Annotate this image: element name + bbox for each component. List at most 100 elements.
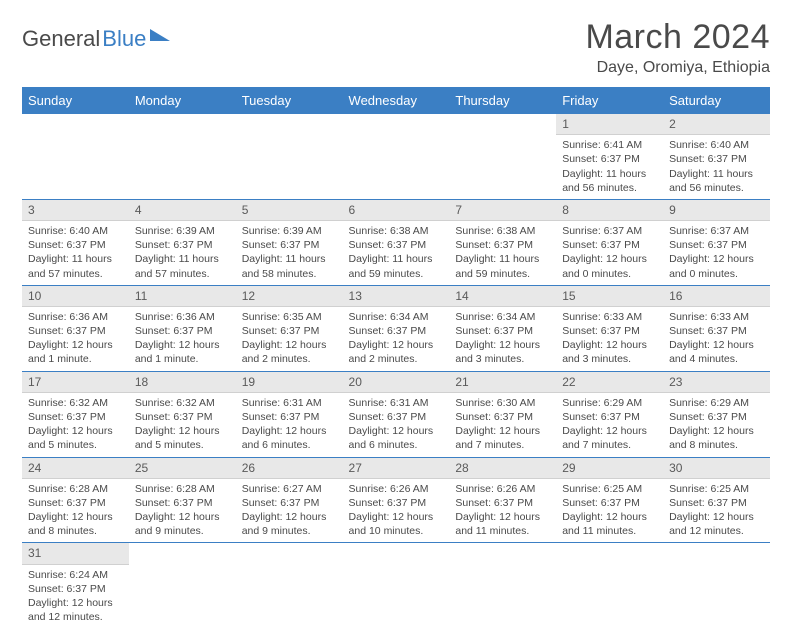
daylight-text: Daylight: 12 hours and 9 minutes. (135, 510, 230, 538)
sunrise-text: Sunrise: 6:29 AM (562, 396, 657, 410)
daylight-text: Daylight: 12 hours and 1 minute. (28, 338, 123, 366)
sunrise-text: Sunrise: 6:24 AM (28, 568, 123, 582)
sunset-text: Sunset: 6:37 PM (669, 410, 764, 424)
sunrise-text: Sunrise: 6:41 AM (562, 138, 657, 152)
daylight-text: Daylight: 11 hours and 57 minutes. (28, 252, 123, 280)
calendar-day-cell: 12Sunrise: 6:35 AMSunset: 6:37 PMDayligh… (236, 285, 343, 371)
day-content: Sunrise: 6:40 AMSunset: 6:37 PMDaylight:… (22, 221, 129, 285)
sunset-text: Sunset: 6:37 PM (669, 496, 764, 510)
sunrise-text: Sunrise: 6:39 AM (135, 224, 230, 238)
daylight-text: Daylight: 12 hours and 7 minutes. (455, 424, 550, 452)
calendar-day-cell: 10Sunrise: 6:36 AMSunset: 6:37 PMDayligh… (22, 285, 129, 371)
calendar-empty-cell (449, 114, 556, 199)
header: GeneralBlue March 2024 Daye, Oromiya, Et… (22, 18, 770, 77)
sunrise-text: Sunrise: 6:31 AM (242, 396, 337, 410)
day-number: 31 (22, 543, 129, 564)
calendar-empty-cell (236, 114, 343, 199)
daylight-text: Daylight: 12 hours and 11 minutes. (455, 510, 550, 538)
daylight-text: Daylight: 12 hours and 2 minutes. (242, 338, 337, 366)
sunset-text: Sunset: 6:37 PM (242, 238, 337, 252)
calendar-table: SundayMondayTuesdayWednesdayThursdayFrid… (22, 87, 770, 628)
weekday-header: Sunday (22, 87, 129, 114)
sunset-text: Sunset: 6:37 PM (455, 324, 550, 338)
day-number: 8 (556, 200, 663, 221)
sunrise-text: Sunrise: 6:38 AM (455, 224, 550, 238)
day-content: Sunrise: 6:32 AMSunset: 6:37 PMDaylight:… (129, 393, 236, 457)
sunrise-text: Sunrise: 6:31 AM (349, 396, 444, 410)
sunset-text: Sunset: 6:37 PM (349, 324, 444, 338)
calendar-day-cell: 3Sunrise: 6:40 AMSunset: 6:37 PMDaylight… (22, 199, 129, 285)
daylight-text: Daylight: 11 hours and 58 minutes. (242, 252, 337, 280)
day-number: 16 (663, 286, 770, 307)
sunset-text: Sunset: 6:37 PM (562, 238, 657, 252)
sunrise-text: Sunrise: 6:40 AM (669, 138, 764, 152)
calendar-day-cell: 28Sunrise: 6:26 AMSunset: 6:37 PMDayligh… (449, 457, 556, 543)
calendar-day-cell: 29Sunrise: 6:25 AMSunset: 6:37 PMDayligh… (556, 457, 663, 543)
daylight-text: Daylight: 12 hours and 5 minutes. (28, 424, 123, 452)
sunset-text: Sunset: 6:37 PM (242, 496, 337, 510)
title-block: March 2024 Daye, Oromiya, Ethiopia (585, 18, 770, 77)
day-content: Sunrise: 6:38 AMSunset: 6:37 PMDaylight:… (343, 221, 450, 285)
day-number: 23 (663, 372, 770, 393)
day-content: Sunrise: 6:38 AMSunset: 6:37 PMDaylight:… (449, 221, 556, 285)
day-number: 12 (236, 286, 343, 307)
sunrise-text: Sunrise: 6:37 AM (669, 224, 764, 238)
day-number: 18 (129, 372, 236, 393)
day-number: 26 (236, 458, 343, 479)
sunrise-text: Sunrise: 6:36 AM (28, 310, 123, 324)
daylight-text: Daylight: 12 hours and 6 minutes. (242, 424, 337, 452)
sunrise-text: Sunrise: 6:34 AM (455, 310, 550, 324)
calendar-week-row: 24Sunrise: 6:28 AMSunset: 6:37 PMDayligh… (22, 457, 770, 543)
day-number: 4 (129, 200, 236, 221)
daylight-text: Daylight: 12 hours and 7 minutes. (562, 424, 657, 452)
weekday-header: Saturday (663, 87, 770, 114)
sunset-text: Sunset: 6:37 PM (455, 238, 550, 252)
calendar-week-row: 1Sunrise: 6:41 AMSunset: 6:37 PMDaylight… (22, 114, 770, 199)
calendar-day-cell: 31Sunrise: 6:24 AMSunset: 6:37 PMDayligh… (22, 543, 129, 628)
day-number: 25 (129, 458, 236, 479)
day-content: Sunrise: 6:40 AMSunset: 6:37 PMDaylight:… (663, 135, 770, 199)
daylight-text: Daylight: 12 hours and 8 minutes. (28, 510, 123, 538)
month-title: March 2024 (585, 18, 770, 57)
calendar-week-row: 10Sunrise: 6:36 AMSunset: 6:37 PMDayligh… (22, 285, 770, 371)
daylight-text: Daylight: 12 hours and 5 minutes. (135, 424, 230, 452)
day-number: 14 (449, 286, 556, 307)
day-content: Sunrise: 6:39 AMSunset: 6:37 PMDaylight:… (129, 221, 236, 285)
sunset-text: Sunset: 6:37 PM (135, 410, 230, 424)
calendar-empty-cell (449, 543, 556, 628)
calendar-empty-cell (556, 543, 663, 628)
sunset-text: Sunset: 6:37 PM (135, 324, 230, 338)
sunrise-text: Sunrise: 6:25 AM (562, 482, 657, 496)
calendar-empty-cell (343, 543, 450, 628)
day-content: Sunrise: 6:31 AMSunset: 6:37 PMDaylight:… (236, 393, 343, 457)
calendar-week-row: 17Sunrise: 6:32 AMSunset: 6:37 PMDayligh… (22, 371, 770, 457)
day-content: Sunrise: 6:34 AMSunset: 6:37 PMDaylight:… (449, 307, 556, 371)
sunset-text: Sunset: 6:37 PM (455, 410, 550, 424)
sunrise-text: Sunrise: 6:32 AM (28, 396, 123, 410)
day-content: Sunrise: 6:25 AMSunset: 6:37 PMDaylight:… (556, 479, 663, 543)
day-content: Sunrise: 6:26 AMSunset: 6:37 PMDaylight:… (343, 479, 450, 543)
calendar-day-cell: 5Sunrise: 6:39 AMSunset: 6:37 PMDaylight… (236, 199, 343, 285)
calendar-day-cell: 8Sunrise: 6:37 AMSunset: 6:37 PMDaylight… (556, 199, 663, 285)
day-content: Sunrise: 6:28 AMSunset: 6:37 PMDaylight:… (22, 479, 129, 543)
daylight-text: Daylight: 11 hours and 59 minutes. (455, 252, 550, 280)
sunset-text: Sunset: 6:37 PM (28, 238, 123, 252)
day-content: Sunrise: 6:36 AMSunset: 6:37 PMDaylight:… (129, 307, 236, 371)
daylight-text: Daylight: 11 hours and 56 minutes. (669, 167, 764, 195)
calendar-day-cell: 1Sunrise: 6:41 AMSunset: 6:37 PMDaylight… (556, 114, 663, 199)
sunrise-text: Sunrise: 6:27 AM (242, 482, 337, 496)
calendar-day-cell: 18Sunrise: 6:32 AMSunset: 6:37 PMDayligh… (129, 371, 236, 457)
day-content: Sunrise: 6:36 AMSunset: 6:37 PMDaylight:… (22, 307, 129, 371)
day-content: Sunrise: 6:32 AMSunset: 6:37 PMDaylight:… (22, 393, 129, 457)
day-number: 19 (236, 372, 343, 393)
flag-icon (150, 29, 170, 41)
day-content: Sunrise: 6:37 AMSunset: 6:37 PMDaylight:… (556, 221, 663, 285)
sunset-text: Sunset: 6:37 PM (28, 410, 123, 424)
calendar-week-row: 3Sunrise: 6:40 AMSunset: 6:37 PMDaylight… (22, 199, 770, 285)
sunrise-text: Sunrise: 6:28 AM (28, 482, 123, 496)
location: Daye, Oromiya, Ethiopia (585, 59, 770, 77)
sunset-text: Sunset: 6:37 PM (562, 410, 657, 424)
day-number: 7 (449, 200, 556, 221)
sunrise-text: Sunrise: 6:30 AM (455, 396, 550, 410)
day-number: 17 (22, 372, 129, 393)
